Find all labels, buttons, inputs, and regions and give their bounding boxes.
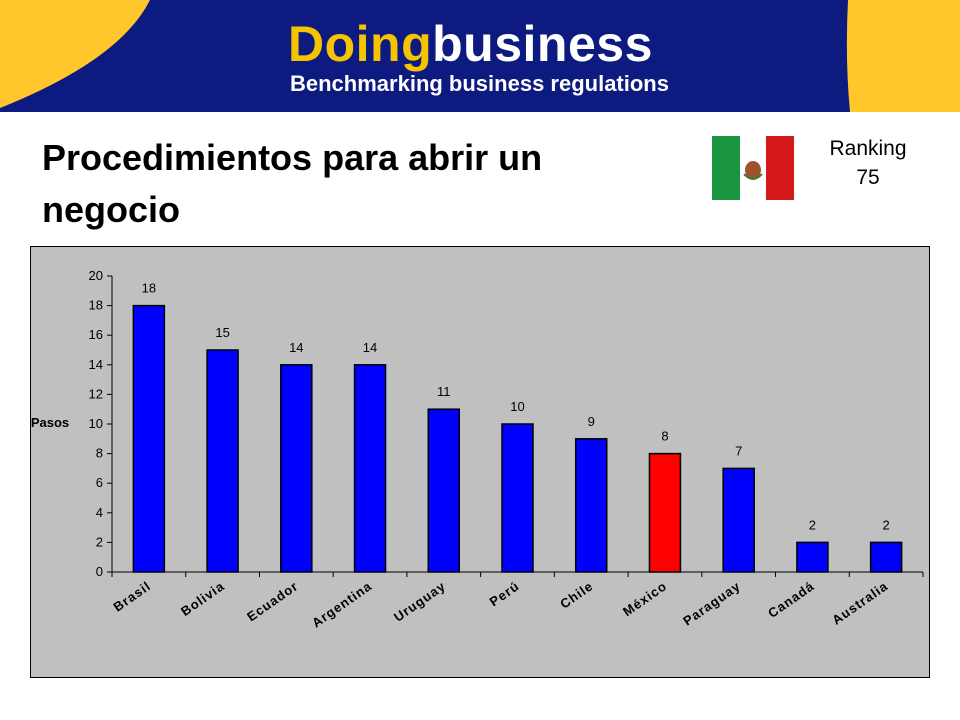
chart-container: 0 2 4 6 8 10 12 14 16 18 20 Pasos 18 Brasil 15 Bolivia 1…: [30, 246, 930, 678]
data-label: 14: [289, 340, 303, 355]
y-tick-label: 4: [96, 505, 103, 520]
bar-australia: [869, 541, 903, 573]
bar-uruguay: [427, 408, 461, 573]
bar-méxico: [648, 452, 682, 573]
chart-background: [30, 246, 930, 678]
mexico-flag-icon: [712, 136, 794, 200]
y-tick-label: 8: [96, 446, 103, 461]
y-tick-label: 10: [89, 416, 103, 431]
logo-doing-text: Doing: [288, 16, 433, 72]
data-label: 2: [809, 517, 816, 532]
logo-tagline: Benchmarking business regulations: [290, 71, 669, 96]
coat-of-arms-icon: [745, 161, 761, 179]
bar-perú: [501, 423, 534, 573]
page-title: Procedimientos para abrir un negocio: [42, 137, 543, 230]
banner-navy-background: [0, 0, 960, 112]
bar-canadá: [796, 541, 829, 573]
y-axis-label: Pasos: [31, 415, 69, 430]
bar-brasil: [132, 304, 166, 573]
data-label: 8: [661, 429, 668, 444]
data-label: 7: [735, 443, 742, 458]
data-label: 9: [588, 414, 595, 429]
bar-chart: 02468101214161820Pasos18Brasil15Bolivia1…: [30, 246, 930, 678]
data-label: 18: [142, 281, 156, 296]
data-label: 10: [510, 399, 524, 414]
ranking-label: Ranking: [829, 137, 907, 160]
data-label: 2: [883, 517, 890, 532]
y-tick-label: 6: [96, 475, 103, 490]
y-tick-label: 12: [89, 386, 103, 401]
data-label: 11: [437, 384, 451, 399]
banner-left-swoosh: [0, 0, 150, 108]
header-banner: [0, 0, 960, 112]
bar-argentina: [353, 364, 387, 573]
bar-ecuador: [280, 364, 313, 573]
y-tick-label: 2: [96, 534, 103, 549]
y-tick-label: 16: [89, 327, 103, 342]
y-tick-label: 14: [89, 357, 103, 372]
ranking-box: Ranking 75: [812, 134, 924, 192]
doingbusiness-logo: Doingbusiness: [288, 16, 653, 72]
bar-chile: [574, 438, 608, 573]
ranking-value: 75: [856, 166, 880, 189]
data-label: 14: [363, 340, 377, 355]
y-tick-label: 0: [96, 564, 103, 579]
y-tick-label: 20: [89, 268, 103, 283]
bar-paraguay: [722, 467, 755, 573]
y-tick-label: 18: [89, 298, 103, 313]
bar-bolivia: [206, 349, 239, 573]
banner-right-swoosh: [846, 0, 960, 112]
data-label: 15: [215, 325, 229, 340]
logo-business-text: business: [432, 16, 653, 72]
